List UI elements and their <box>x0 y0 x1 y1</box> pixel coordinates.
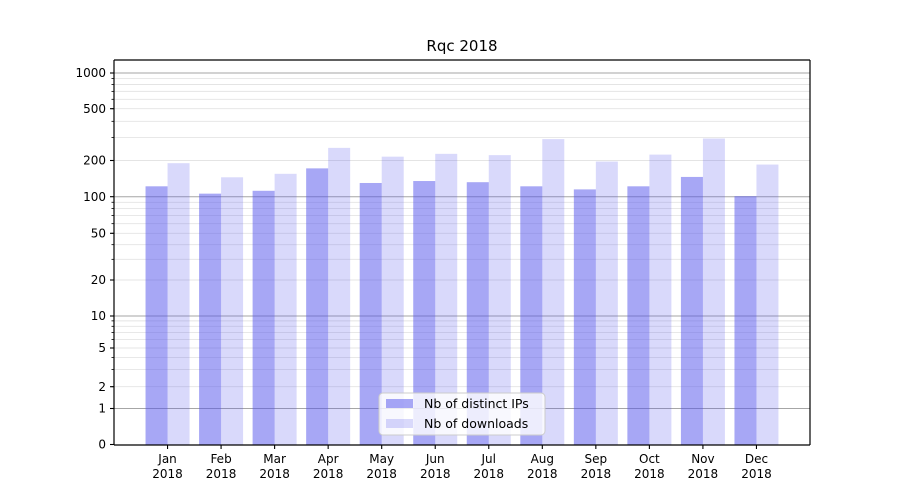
bar-series0-mar <box>252 190 275 445</box>
bar-series1-aug <box>542 139 565 445</box>
x-tick-label-year: 2018 <box>688 467 719 481</box>
x-tick-label-year: 2018 <box>473 467 504 481</box>
bar-series1-nov <box>702 138 725 446</box>
y-tick-label: 100 <box>83 190 106 204</box>
x-tick-label-month: Mar <box>263 452 286 466</box>
x-tick-label-month: Aug <box>531 452 554 466</box>
axis-ticks <box>110 72 758 449</box>
x-tick-label-month: Nov <box>691 452 714 466</box>
bar-series0-apr <box>306 168 329 445</box>
bar-series1-feb <box>221 177 244 445</box>
legend-frame <box>378 392 546 436</box>
plot-spines <box>113 59 811 446</box>
x-tick-label-year: 2018 <box>206 467 237 481</box>
x-tick-label-year: 2018 <box>741 467 772 481</box>
x-tick-label-month: Jul <box>481 452 496 466</box>
bar-series0-may <box>359 182 382 446</box>
legend-swatch-series1 <box>386 419 413 428</box>
legend-label-series0: Nb of distinct IPs <box>424 396 529 411</box>
y-tick-label: 20 <box>91 273 106 287</box>
y-tick-label: 50 <box>91 227 106 241</box>
x-tick-label-year: 2018 <box>581 467 612 481</box>
x-tick-label-month: Feb <box>210 452 231 466</box>
legend-label-series1: Nb of downloads <box>424 416 528 431</box>
y-tick-label: 1000 <box>75 66 106 80</box>
bar-series0-jun <box>413 181 436 446</box>
bar-series0-jul <box>466 182 489 445</box>
y-tick-label: 500 <box>83 102 106 116</box>
x-tick-label-month: Sep <box>585 452 608 466</box>
x-tick-label-year: 2018 <box>152 467 183 481</box>
bar-series0-dec <box>734 196 757 445</box>
legend-swatch-series0 <box>386 399 413 408</box>
bar-series1-jan <box>167 163 190 445</box>
y-tick-label: 5 <box>98 341 106 355</box>
x-tick-label-month: Dec <box>745 452 768 466</box>
bar-series0-aug <box>520 186 543 446</box>
bars-group <box>145 138 779 446</box>
legend: Nb of distinct IPs Nb of downloads <box>378 392 546 436</box>
bar-series0-nov <box>680 176 703 445</box>
x-tick-label-year: 2018 <box>259 467 290 481</box>
x-tick-label-month: Oct <box>639 452 660 466</box>
x-tick-label-month: May <box>369 452 394 466</box>
y-tick-label: 0 <box>98 438 106 452</box>
x-tick-label-year: 2018 <box>634 467 665 481</box>
x-tick-label-year: 2018 <box>313 467 344 481</box>
y-tick-label: 1 <box>98 402 106 416</box>
axis-tick-labels: 01251020501002005001000Jan2018Feb2018Mar… <box>75 66 771 481</box>
chart-title: Rqc 2018 <box>426 37 497 55</box>
x-tick-label-month: Jun <box>425 452 445 466</box>
x-tick-label-year: 2018 <box>527 467 558 481</box>
bar-series1-jun <box>435 153 458 445</box>
x-tick-label-year: 2018 <box>366 467 397 481</box>
x-tick-label-year: 2018 <box>420 467 451 481</box>
bar-series1-oct <box>649 154 672 446</box>
bar-series1-jul <box>488 155 511 446</box>
bar-series0-sep <box>573 189 596 445</box>
y-tick-label: 10 <box>91 309 106 323</box>
x-tick-label-month: Jan <box>157 452 177 466</box>
y-tick-label: 200 <box>83 154 106 168</box>
bar-series0-feb <box>199 193 222 445</box>
x-tick-label-month: Apr <box>318 452 339 466</box>
bar-series1-dec <box>756 164 779 445</box>
bar-series0-oct <box>627 186 650 446</box>
bar-series1-may <box>381 156 404 445</box>
bar-series1-apr <box>328 147 351 445</box>
y-tick-label: 2 <box>98 380 106 394</box>
bar-series0-jan <box>145 186 168 446</box>
bar-series1-mar <box>274 173 297 445</box>
bar-series1-sep <box>595 161 618 445</box>
